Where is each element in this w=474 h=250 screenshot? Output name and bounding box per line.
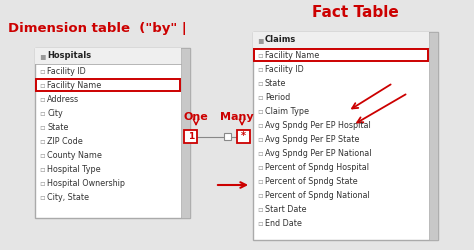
Text: ▫: ▫ [39,66,45,76]
Bar [253,32,429,48]
Text: Facility ID: Facility ID [47,66,86,76]
Text: End Date: End Date [265,218,302,228]
Text: State: State [47,122,68,132]
Bar [36,79,180,91]
Text: ▫: ▫ [39,178,45,188]
Text: ▫: ▫ [257,148,263,158]
Text: ▫: ▫ [39,80,45,90]
Text: ZIP Code: ZIP Code [47,136,83,145]
Bar [224,133,231,140]
Text: Fact Table: Fact Table [311,5,398,20]
Text: Period: Period [265,92,290,102]
Text: ▫: ▫ [257,50,263,59]
Text: Dimension table  ("by" |: Dimension table ("by" | [8,22,187,35]
Text: Address: Address [47,94,79,104]
Bar [429,32,438,240]
Text: Facility Name: Facility Name [47,80,101,90]
Text: State: State [265,78,286,88]
Text: ▫: ▫ [39,150,45,160]
Text: ▫: ▫ [257,120,263,130]
Text: ▪: ▪ [257,35,264,45]
Text: Hospitals: Hospitals [47,52,91,60]
Text: ▫: ▫ [257,218,263,228]
Text: City: City [47,108,63,118]
Text: *: * [241,132,246,141]
Text: Percent of Spndg State: Percent of Spndg State [265,176,357,186]
Text: ▫: ▫ [257,78,263,88]
Bar [35,48,190,218]
Text: Hospital Ownership: Hospital Ownership [47,178,125,188]
Text: ▫: ▫ [39,122,45,132]
Bar [184,130,198,143]
Text: City, State: City, State [47,192,89,202]
Text: ▫: ▫ [39,164,45,173]
Bar [254,49,428,61]
Text: ▫: ▫ [39,94,45,104]
Text: ▫: ▫ [39,136,45,145]
Text: ▪: ▪ [39,51,46,61]
Text: Start Date: Start Date [265,204,307,214]
Text: ▫: ▫ [257,134,263,143]
Text: Facility ID: Facility ID [265,64,304,74]
Bar [181,48,190,218]
Text: ▫: ▫ [257,190,263,200]
Text: County Name: County Name [47,150,102,160]
Text: Avg Spndg Per EP National: Avg Spndg Per EP National [265,148,372,158]
Text: ▫: ▫ [39,108,45,118]
Text: ▫: ▫ [257,176,263,186]
Bar [253,32,438,240]
Text: Percent of Spndg National: Percent of Spndg National [265,190,370,200]
Text: Percent of Spndg Hospital: Percent of Spndg Hospital [265,162,369,172]
Bar [35,48,181,64]
Text: ▫: ▫ [257,92,263,102]
Text: Avg Spndg Per EP Hospital: Avg Spndg Per EP Hospital [265,120,371,130]
Text: Avg Spndg Per EP State: Avg Spndg Per EP State [265,134,359,143]
Text: 1: 1 [188,132,194,141]
Text: ▫: ▫ [257,204,263,214]
Text: Hospital Type: Hospital Type [47,164,100,173]
Text: ▫: ▫ [257,106,263,116]
Text: Claims: Claims [265,36,296,44]
Text: ▫: ▫ [257,64,263,74]
Text: Facility Name: Facility Name [265,50,319,59]
Text: ▫: ▫ [39,192,45,202]
Text: Claim Type: Claim Type [265,106,309,116]
Text: Many: Many [220,112,254,122]
Text: ▫: ▫ [257,162,263,172]
Text: One: One [183,112,209,122]
Bar [237,130,250,143]
